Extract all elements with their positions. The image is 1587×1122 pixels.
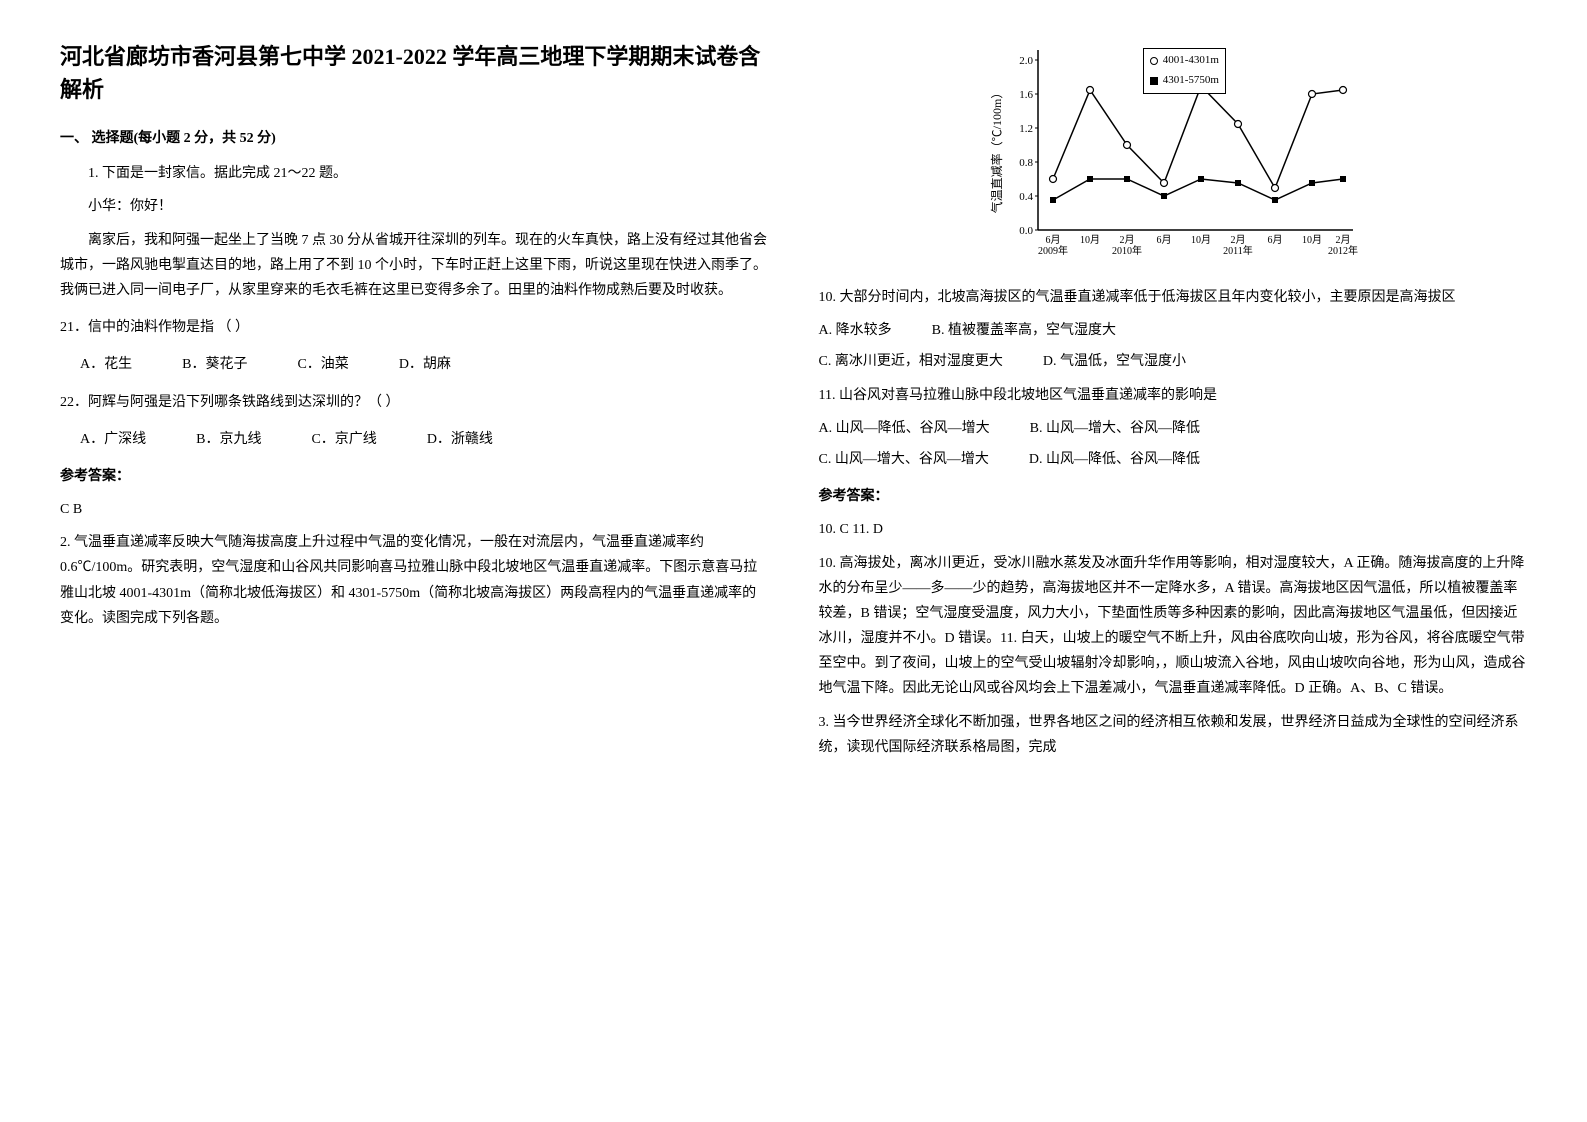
q10-options-2: C. 离冰川更近，相对湿度更大 D. 气温低，空气湿度小 [819, 349, 1528, 374]
q22-opt-a: A．广深线 [80, 427, 146, 452]
doc-title: 河北省廊坊市香河县第七中学 2021-2022 学年高三地理下学期期末试卷含解析 [60, 40, 769, 106]
svg-text:0.0: 0.0 [1019, 225, 1033, 237]
svg-text:10月: 10月 [1080, 234, 1100, 246]
legend-label-1: 4001-4301m [1163, 51, 1219, 71]
lapse-rate-chart: 0.0 0.4 0.8 1.2 1.6 2.0 气温直减率（℃/100m） 6月… [983, 40, 1363, 270]
left-column: 河北省廊坊市香河县第七中学 2021-2022 学年高三地理下学期期末试卷含解析… [60, 40, 769, 768]
svg-text:1.2: 1.2 [1019, 123, 1033, 135]
q11-options-2: C. 山风—增大、谷风—增大 D. 山风—降低、谷风—降低 [819, 447, 1528, 472]
svg-text:6月: 6月 [1156, 234, 1171, 246]
svg-text:6月: 6月 [1267, 234, 1282, 246]
q21-text: 21．信中的油料作物是指 （ ） [60, 315, 769, 340]
section-title: 一、 选择题(每小题 2 分，共 52 分) [60, 126, 769, 151]
q22-opt-b: B．京九线 [196, 427, 261, 452]
q10-opt-b: B. 植被覆盖率高，空气湿度大 [932, 318, 1116, 343]
letter-body: 离家后，我和阿强一起坐上了当晚 7 点 30 分从省城开往深圳的列车。现在的火车… [60, 228, 769, 304]
svg-text:6月: 6月 [1045, 234, 1060, 246]
answer-label-1: 参考答案： [60, 464, 769, 489]
svg-text:2011年: 2011年 [1223, 244, 1253, 257]
page-container: 河北省廊坊市香河县第七中学 2021-2022 学年高三地理下学期期末试卷含解析… [60, 40, 1527, 768]
q10-opt-a: A. 降水较多 [819, 318, 892, 343]
chart-legend: 4001-4301m 4301-5750m [1143, 48, 1226, 94]
q21-opt-c: C．油菜 [297, 352, 348, 377]
q21-opt-b: B．葵花子 [182, 352, 247, 377]
q11-opt-b: B. 山风—增大、谷风—降低 [1030, 416, 1200, 441]
svg-text:2009年: 2009年 [1038, 244, 1068, 257]
q21-opt-a: A．花生 [80, 352, 132, 377]
q11-text: 11. 山谷风对喜马拉雅山脉中段北坡地区气温垂直递减率的影响是 [819, 383, 1528, 408]
q10-opt-c: C. 离冰川更近，相对湿度更大 [819, 349, 1003, 374]
svg-text:10月: 10月 [1302, 234, 1322, 246]
q1-answer: C B [60, 497, 769, 522]
q11-opt-c: C. 山风—增大、谷风—增大 [819, 447, 989, 472]
q22-opt-c: C．京广线 [311, 427, 376, 452]
q2-intro: 2. 气温垂直递减率反映大气随海拔高度上升过程中气温的变化情况，一般在对流层内，… [60, 530, 769, 631]
letter-greeting: 小华：你好！ [60, 194, 769, 219]
q21-opt-d: D．胡麻 [399, 352, 451, 377]
svg-text:0.8: 0.8 [1019, 157, 1033, 169]
svg-text:2月: 2月 [1119, 234, 1134, 246]
q22-opt-d: D．浙赣线 [427, 427, 493, 452]
svg-text:1.6: 1.6 [1019, 89, 1033, 101]
svg-text:10月: 10月 [1191, 234, 1211, 246]
q1-intro: 1. 下面是一封家信。据此完成 21～22 题。 [60, 161, 769, 186]
svg-text:2012年: 2012年 [1328, 244, 1358, 257]
svg-text:2010年: 2010年 [1112, 244, 1142, 257]
q3-intro: 3. 当今世界经济全球化不断加强，世界各地区之间的经济相互依赖和发展，世界经济日… [819, 710, 1528, 760]
q11-opt-a: A. 山风—降低、谷风—增大 [819, 416, 990, 441]
right-column: 0.0 0.4 0.8 1.2 1.6 2.0 气温直减率（℃/100m） 6月… [819, 40, 1528, 768]
q22-text: 22．阿辉与阿强是沿下列哪条铁路线到达深圳的？（ ） [60, 390, 769, 415]
q10-text: 10. 大部分时间内，北坡高海拔区的气温垂直递减率低于低海拔区且年内变化较小，主… [819, 285, 1528, 310]
q2-explain: 10. 高海拔处，离冰川更近，受冰川融水蒸发及冰面升华作用等影响，相对湿度较大，… [819, 551, 1528, 702]
circle-marker-icon [1150, 57, 1158, 65]
svg-text:气温直减率（℃/100m）: 气温直减率（℃/100m） [989, 87, 1004, 214]
q10-opt-d: D. 气温低，空气湿度小 [1043, 349, 1186, 374]
q22-options: A．广深线 B．京九线 C．京广线 D．浙赣线 [80, 427, 769, 452]
svg-text:2月: 2月 [1335, 234, 1350, 246]
svg-text:0.4: 0.4 [1019, 191, 1033, 203]
answer-label-2: 参考答案： [819, 484, 1528, 509]
legend-label-2: 4301-5750m [1163, 71, 1219, 91]
svg-text:2月: 2月 [1230, 234, 1245, 246]
svg-text:2.0: 2.0 [1019, 55, 1033, 67]
q10-options: A. 降水较多 B. 植被覆盖率高，空气湿度大 [819, 318, 1528, 343]
square-marker-icon [1150, 77, 1158, 85]
legend-item-1: 4001-4301m [1150, 51, 1219, 71]
q11-options: A. 山风—降低、谷风—增大 B. 山风—增大、谷风—降低 [819, 416, 1528, 441]
q11-opt-d: D. 山风—降低、谷风—降低 [1029, 447, 1200, 472]
q2-answer-line: 10. C 11. D [819, 517, 1528, 542]
legend-item-2: 4301-5750m [1150, 71, 1219, 91]
q21-options: A．花生 B．葵花子 C．油菜 D．胡麻 [80, 352, 769, 377]
